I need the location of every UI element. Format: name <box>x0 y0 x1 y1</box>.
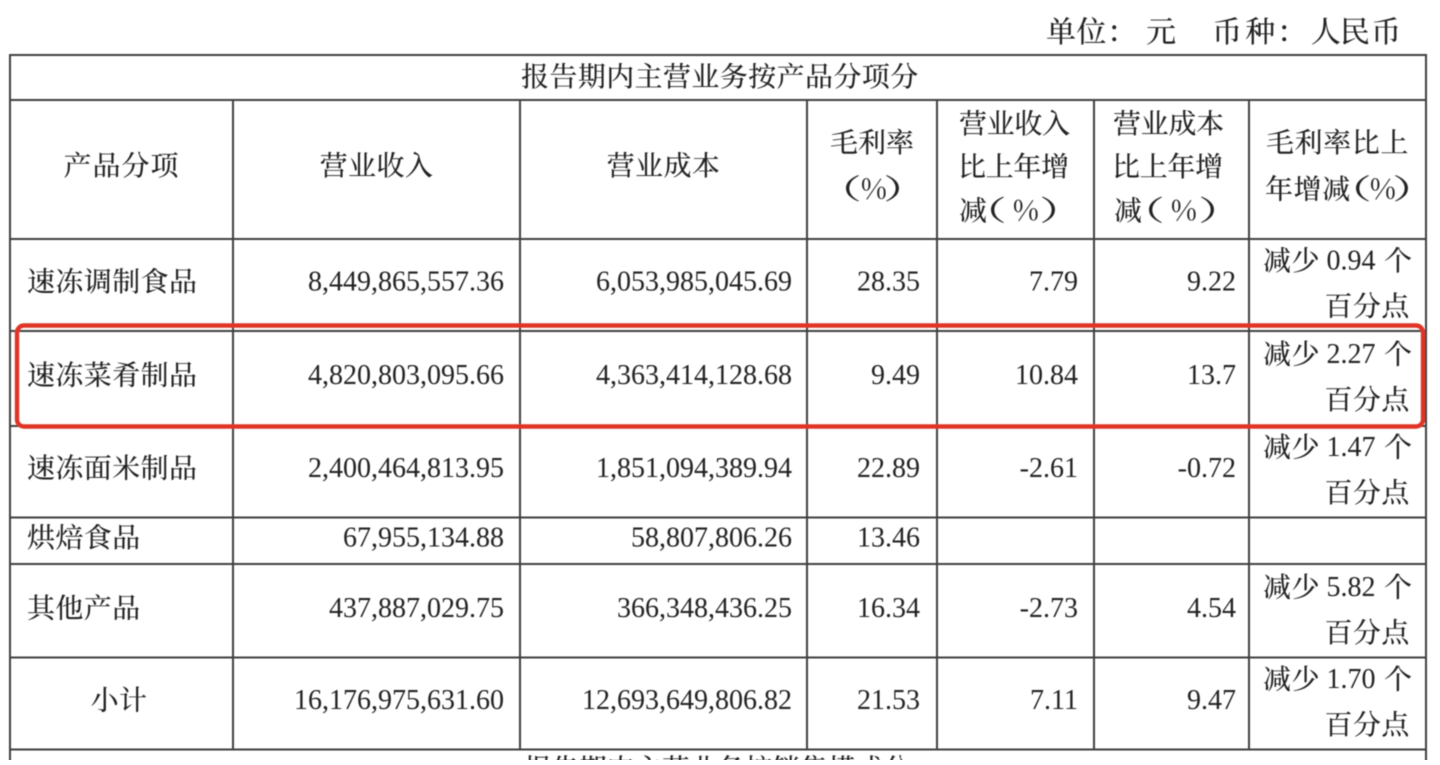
svg-text:4.54: 4.54 <box>1187 593 1236 624</box>
svg-text:58,807,806.26: 58,807,806.26 <box>631 523 792 554</box>
svg-text:16,176,975,631.60: 16,176,975,631.60 <box>294 685 504 716</box>
svg-text:9.47: 9.47 <box>1187 685 1236 716</box>
svg-text:1.47: 1.47 <box>1327 432 1376 463</box>
svg-text:0.94: 0.94 <box>1327 246 1376 277</box>
svg-text:9.22: 9.22 <box>1187 267 1236 298</box>
svg-text:10.84: 10.84 <box>1015 360 1078 391</box>
svg-text:13.7: 13.7 <box>1187 360 1236 391</box>
svg-text:-0.72: -0.72 <box>1178 453 1236 484</box>
svg-text:21.53: 21.53 <box>857 685 920 716</box>
svg-text:7.79: 7.79 <box>1029 267 1078 298</box>
svg-text:5.82: 5.82 <box>1327 572 1376 603</box>
svg-text:7.11: 7.11 <box>1030 685 1078 716</box>
svg-text:12,693,649,806.82: 12,693,649,806.82 <box>582 685 792 716</box>
svg-text:67,955,134.88: 67,955,134.88 <box>343 523 504 554</box>
svg-text:-2.61: -2.61 <box>1020 453 1078 484</box>
svg-text:366,348,436.25: 366,348,436.25 <box>617 593 792 624</box>
svg-text:4,363,414,128.68: 4,363,414,128.68 <box>596 360 792 391</box>
svg-text:1.70: 1.70 <box>1327 664 1376 695</box>
svg-text:1,851,094,389.94: 1,851,094,389.94 <box>596 453 792 484</box>
svg-text:28.35: 28.35 <box>857 267 920 298</box>
svg-text:4,820,803,095.66: 4,820,803,095.66 <box>308 360 504 391</box>
svg-text:16.34: 16.34 <box>857 593 920 624</box>
svg-text:6,053,985,045.69: 6,053,985,045.69 <box>596 267 792 298</box>
svg-text:-2.73: -2.73 <box>1020 593 1078 624</box>
svg-text:9.49: 9.49 <box>871 360 920 391</box>
svg-text:2,400,464,813.95: 2,400,464,813.95 <box>308 453 504 484</box>
svg-text:8,449,865,557.36: 8,449,865,557.36 <box>308 267 504 298</box>
svg-text:437,887,029.75: 437,887,029.75 <box>329 593 504 624</box>
svg-text:2.27: 2.27 <box>1327 339 1376 370</box>
svg-text:22.89: 22.89 <box>857 453 920 484</box>
svg-text:13.46: 13.46 <box>857 523 920 554</box>
